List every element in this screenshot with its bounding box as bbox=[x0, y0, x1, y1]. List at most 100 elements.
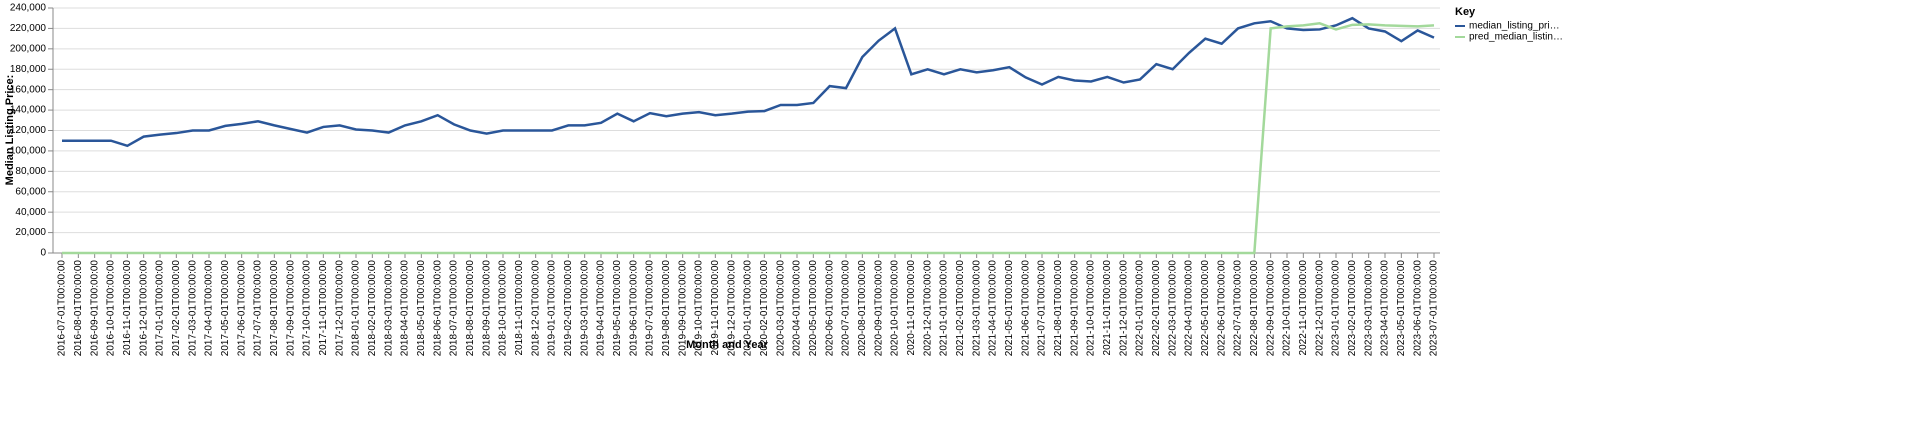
legend-label: pred_median_listin… bbox=[1469, 32, 1563, 43]
x-tick-label: 2022-03-01T00:00:00 bbox=[1167, 260, 1178, 357]
x-tick-label: 2016-12-01T00:00:00 bbox=[138, 260, 149, 357]
x-tick-label: 2018-08-01T00:00:00 bbox=[465, 260, 476, 357]
x-tick-label: 2016-08-01T00:00:00 bbox=[73, 260, 84, 357]
x-tick-label: 2022-11-01T00:00:00 bbox=[1298, 260, 1309, 356]
x-tick-label: 2017-02-01T00:00:00 bbox=[171, 260, 182, 357]
x-tick-label: 2017-06-01T00:00:00 bbox=[236, 260, 247, 357]
x-tick-label: 2023-02-01T00:00:00 bbox=[1347, 260, 1358, 357]
x-tick-label: 2019-04-01T00:00:00 bbox=[596, 260, 607, 357]
line-series bbox=[62, 16, 1435, 148]
x-tick-label: 2016-10-01T00:00:00 bbox=[106, 260, 117, 357]
x-tick-label: 2023-03-01T00:00:00 bbox=[1363, 260, 1374, 357]
x-tick-label: 2017-03-01T00:00:00 bbox=[187, 260, 198, 357]
x-tick-label: 2020-02-01T00:00:00 bbox=[759, 260, 770, 357]
x-tick-label: 2018-04-01T00:00:00 bbox=[400, 260, 411, 357]
x-tick-label: 2019-11-01T00:00:00 bbox=[710, 260, 721, 356]
y-tick-label: 100,000 bbox=[10, 146, 47, 157]
x-tick-label: 2019-10-01T00:00:00 bbox=[694, 260, 705, 357]
x-tick-label: 2019-02-01T00:00:00 bbox=[563, 260, 574, 357]
x-tick-label: 2019-12-01T00:00:00 bbox=[726, 260, 737, 357]
x-tick-label: 2018-12-01T00:00:00 bbox=[530, 260, 541, 357]
y-tick-label: 180,000 bbox=[10, 64, 47, 75]
x-tick-label: 2017-01-01T00:00:00 bbox=[155, 260, 166, 357]
x-tick-label: 2018-09-01T00:00:00 bbox=[481, 260, 492, 357]
x-tick-label: 2020-07-01T00:00:00 bbox=[841, 260, 852, 357]
x-tick-label: 2022-08-01T00:00:00 bbox=[1249, 260, 1260, 357]
x-tick-label: 2022-07-01T00:00:00 bbox=[1233, 260, 1244, 357]
x-tick-label: 2018-05-01T00:00:00 bbox=[416, 260, 427, 357]
x-tick-label: 2018-02-01T00:00:00 bbox=[367, 260, 378, 357]
x-tick-label: 2022-05-01T00:00:00 bbox=[1200, 260, 1211, 357]
y-tick-label: 60,000 bbox=[15, 186, 46, 197]
x-tick-label: 2019-03-01T00:00:00 bbox=[579, 260, 590, 357]
x-tick-label: 2017-10-01T00:00:00 bbox=[302, 260, 313, 357]
x-tick-label: 2019-07-01T00:00:00 bbox=[645, 260, 656, 357]
x-tick-label: 2023-04-01T00:00:00 bbox=[1380, 260, 1391, 357]
y-axis-title: Median Listing Price: bbox=[4, 75, 16, 186]
x-tick-label: 2016-07-01T00:00:00 bbox=[57, 260, 68, 357]
x-tick-label: 2021-05-01T00:00:00 bbox=[1004, 260, 1015, 357]
x-tick-label: 2020-10-01T00:00:00 bbox=[890, 260, 901, 357]
legend-label: median_listing_pri… bbox=[1469, 21, 1560, 32]
x-tick-label: 2022-10-01T00:00:00 bbox=[1282, 260, 1293, 357]
x-tick-label: 2018-03-01T00:00:00 bbox=[383, 260, 394, 357]
x-tick-label: 2019-09-01T00:00:00 bbox=[677, 260, 688, 357]
x-tick-label: 2021-02-01T00:00:00 bbox=[955, 260, 966, 357]
y-tick-label: 240,000 bbox=[10, 3, 47, 14]
x-tick-label: 2020-04-01T00:00:00 bbox=[792, 260, 803, 357]
x-tick-label: 2019-08-01T00:00:00 bbox=[661, 260, 672, 357]
x-tick-label: 2021-03-01T00:00:00 bbox=[971, 260, 982, 357]
x-tick-label: 2019-01-01T00:00:00 bbox=[547, 260, 558, 357]
x-tick-label: 2020-06-01T00:00:00 bbox=[824, 260, 835, 357]
x-tick-label: 2020-08-01T00:00:00 bbox=[857, 260, 868, 357]
y-tick-label: 80,000 bbox=[15, 166, 46, 177]
x-tick-label: 2023-06-01T00:00:00 bbox=[1412, 260, 1423, 357]
x-tick-label: 2023-05-01T00:00:00 bbox=[1396, 260, 1407, 357]
x-tick-label: 2021-11-01T00:00:00 bbox=[1102, 260, 1113, 356]
y-tick-label: 200,000 bbox=[10, 43, 47, 54]
legend-title: Key bbox=[1455, 6, 1476, 18]
x-tick-label: 2018-01-01T00:00:00 bbox=[351, 260, 362, 357]
x-tick-label: 2017-07-01T00:00:00 bbox=[253, 260, 264, 357]
x-tick-label: 2020-11-01T00:00:00 bbox=[906, 260, 917, 356]
y-tick-label: 220,000 bbox=[10, 23, 47, 34]
x-tick-label: 2019-05-01T00:00:00 bbox=[612, 260, 623, 357]
x-tick-label: 2023-01-01T00:00:00 bbox=[1331, 260, 1342, 357]
y-tick-label: 120,000 bbox=[10, 125, 47, 136]
x-tick-label: 2020-12-01T00:00:00 bbox=[922, 260, 933, 357]
x-tick-label: 2023-07-01T00:00:00 bbox=[1429, 260, 1440, 357]
x-tick-label: 2022-12-01T00:00:00 bbox=[1314, 260, 1325, 357]
x-tick-label: 2022-01-01T00:00:00 bbox=[1135, 260, 1146, 357]
x-tick-label: 2018-10-01T00:00:00 bbox=[498, 260, 509, 357]
x-tick-label: 2018-06-01T00:00:00 bbox=[432, 260, 443, 357]
x-tick-label: 2021-01-01T00:00:00 bbox=[939, 260, 950, 357]
x-tick-label: 2017-08-01T00:00:00 bbox=[269, 260, 280, 357]
x-tick-label: 2022-06-01T00:00:00 bbox=[1216, 260, 1227, 357]
line-series bbox=[62, 22, 1435, 255]
x-tick-label: 2016-09-01T00:00:00 bbox=[89, 260, 100, 357]
y-tick-label: 160,000 bbox=[10, 84, 47, 95]
x-tick-label: 2022-04-01T00:00:00 bbox=[1184, 260, 1195, 357]
x-tick-label: 2018-11-01T00:00:00 bbox=[514, 260, 525, 356]
y-tick-label: 40,000 bbox=[15, 207, 46, 218]
x-axis-title: Month and Year bbox=[686, 339, 768, 351]
x-tick-label: 2017-11-01T00:00:00 bbox=[318, 260, 329, 356]
x-tick-label: 2017-09-01T00:00:00 bbox=[285, 260, 296, 357]
x-tick-label: 2017-04-01T00:00:00 bbox=[204, 260, 215, 357]
x-tick-label: 2020-05-01T00:00:00 bbox=[808, 260, 819, 357]
x-tick-label: 2021-06-01T00:00:00 bbox=[1020, 260, 1031, 357]
x-tick-label: 2017-05-01T00:00:00 bbox=[220, 260, 231, 357]
x-tick-label: 2021-07-01T00:00:00 bbox=[1037, 260, 1048, 357]
y-tick-label: 0 bbox=[40, 248, 46, 259]
x-tick-label: 2019-06-01T00:00:00 bbox=[628, 260, 639, 357]
x-tick-label: 2021-09-01T00:00:00 bbox=[1069, 260, 1080, 357]
y-tick-label: 20,000 bbox=[15, 227, 46, 238]
x-tick-label: 2021-04-01T00:00:00 bbox=[988, 260, 999, 357]
x-tick-label: 2022-02-01T00:00:00 bbox=[1151, 260, 1162, 357]
x-tick-label: 2017-12-01T00:00:00 bbox=[334, 260, 345, 357]
x-tick-label: 2021-10-01T00:00:00 bbox=[1086, 260, 1097, 357]
x-tick-label: 2020-01-01T00:00:00 bbox=[743, 260, 754, 357]
x-tick-label: 2018-07-01T00:00:00 bbox=[449, 260, 460, 357]
y-tick-label: 140,000 bbox=[10, 105, 47, 116]
